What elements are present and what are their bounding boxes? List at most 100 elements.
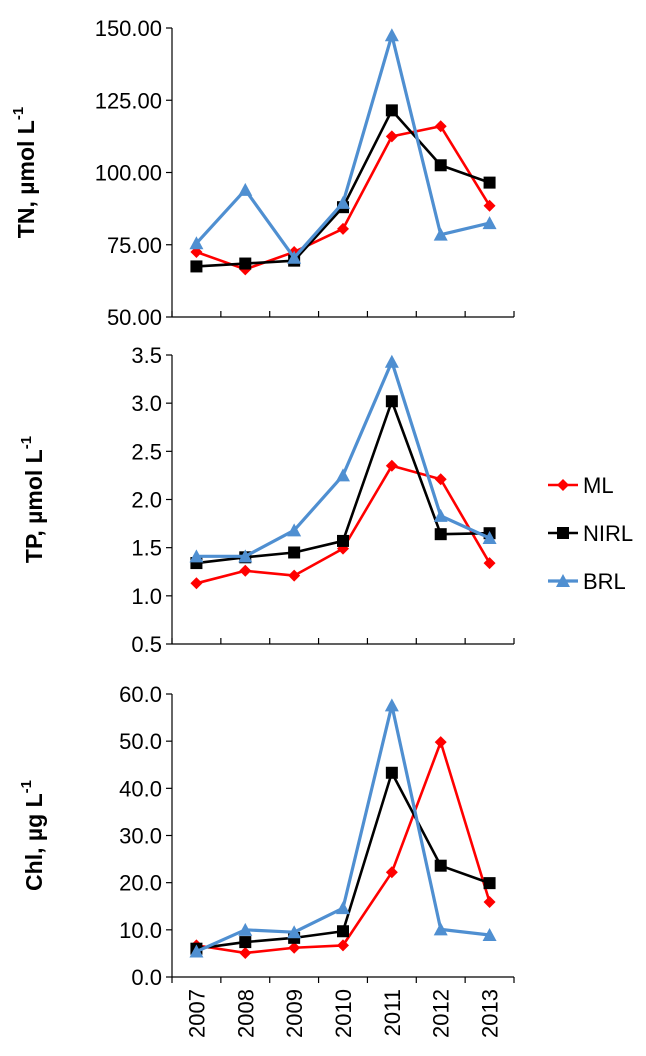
y-tick-label: 30.0 (119, 824, 162, 849)
point-ml (483, 896, 496, 909)
point-nirl (190, 260, 203, 273)
x-tick-label: 2010 (331, 989, 356, 1038)
point-nirl (385, 395, 398, 408)
point-ml (190, 577, 203, 590)
y-tick-label: 3.5 (131, 343, 162, 368)
point-ml (434, 473, 447, 486)
x-tick-label: 2008 (233, 989, 258, 1038)
point-brl (433, 227, 448, 241)
y-axis-title-text: TP, µmol L (21, 449, 47, 563)
y-tick-label: 50.0 (119, 729, 162, 754)
point-brl (238, 922, 253, 936)
point-brl (336, 195, 350, 209)
point-nirl (483, 877, 496, 890)
point-nirl (434, 159, 447, 172)
point-brl (287, 250, 302, 264)
point-brl (433, 508, 448, 522)
y-tick-label: 75.00 (107, 233, 162, 258)
point-nirl (434, 859, 447, 872)
point-ml (483, 557, 496, 570)
y-axis-title-superscript: -1 (18, 780, 35, 793)
y-tick-label: 60.0 (119, 682, 162, 707)
y-tick-label: 0.5 (131, 632, 162, 657)
point-nirl (385, 104, 398, 117)
point-brl (482, 928, 497, 942)
legend-marker-nirl (557, 527, 569, 539)
point-brl (482, 216, 497, 230)
y-tick-label: 40.0 (119, 776, 162, 801)
x-tick-label: 2007 (184, 989, 209, 1038)
legend-marker-brl (556, 574, 570, 587)
point-ml (239, 564, 252, 577)
point-brl (189, 944, 204, 958)
y-tick-label: 100.00 (95, 161, 162, 186)
tp-panel: 0.5 1.0 1.5 2.0 2.5 3.0 3.5 TP, µmol L-1 (18, 343, 515, 657)
point-ml (239, 946, 252, 959)
point-brl (384, 698, 399, 712)
legend-label-nirl: NIRL (583, 521, 633, 546)
point-ml (385, 866, 398, 879)
point-brl (287, 523, 302, 537)
x-tick-label: 2012 (429, 989, 454, 1038)
point-ml (434, 120, 447, 133)
legend: ML NIRL BRL (548, 473, 633, 594)
y-axis-title-text: TN, µmol L (13, 120, 39, 238)
point-brl (238, 182, 253, 196)
point-nirl (385, 766, 398, 779)
point-brl (336, 468, 350, 482)
y-axis-title-superscript: -1 (18, 436, 35, 449)
y-tick-label: 150.00 (95, 16, 162, 41)
legend-marker-ml (557, 479, 569, 491)
point-ml (385, 459, 398, 472)
y-tick-label: 0.0 (131, 965, 162, 990)
point-brl (238, 549, 253, 563)
point-nirl (337, 925, 349, 938)
y-axis-title-superscript: -1 (10, 107, 27, 120)
point-nirl (288, 546, 301, 559)
point-nirl (483, 176, 496, 189)
y-tick-label: 2.0 (131, 488, 162, 513)
legend-label-brl: BRL (583, 569, 626, 594)
point-ml (385, 130, 398, 143)
point-brl (384, 354, 399, 368)
point-nirl (239, 936, 252, 949)
point-ml (337, 222, 349, 235)
series-line-ml (196, 464, 491, 585)
y-axis-title: Chl, µg L-1 (18, 780, 47, 891)
y-axis-title-text: Chl, µg L (21, 793, 47, 891)
point-brl (189, 549, 204, 563)
y-axis-title: TN, µmol L-1 (10, 107, 39, 238)
point-brl (482, 531, 497, 545)
x-tick-label: 2013 (478, 989, 503, 1038)
legend-label-ml: ML (583, 473, 614, 498)
y-axis-title: TP, µmol L-1 (18, 436, 47, 563)
point-ml (288, 941, 301, 954)
x-tick-label: 2011 (380, 989, 405, 1036)
point-nirl (239, 257, 252, 270)
point-nirl (434, 528, 447, 541)
y-tick-label: 125.00 (95, 88, 162, 113)
y-tick-label: 1.0 (131, 584, 162, 609)
point-ml (483, 199, 496, 212)
y-tick-label: 20.0 (119, 871, 162, 896)
point-brl (433, 922, 448, 936)
y-tick-label: 10.0 (119, 918, 162, 943)
tn-panel: 50.00 75.00 100.00 125.00 150.00 TN, µmol L-1 (10, 16, 515, 330)
chl-panel: 0.0 10.0 20.0 30.0 40.0 50.0 60.0 Chl, µg L-1 20… (18, 682, 515, 1038)
point-brl (336, 901, 350, 915)
point-ml (288, 569, 301, 582)
point-nirl (337, 534, 349, 547)
x-tick-label: 2009 (282, 989, 307, 1038)
y-tick-label: 1.5 (131, 536, 162, 561)
y-tick-label: 2.5 (131, 439, 162, 464)
point-brl (287, 925, 302, 939)
point-ml (337, 939, 349, 952)
point-brl (384, 28, 399, 42)
point-ml (434, 736, 447, 749)
y-tick-label: 50.00 (107, 305, 162, 330)
y-tick-label: 3.0 (131, 391, 162, 416)
series-line-ml (196, 740, 491, 955)
point-brl (189, 236, 204, 250)
series-line-brl (196, 360, 491, 558)
